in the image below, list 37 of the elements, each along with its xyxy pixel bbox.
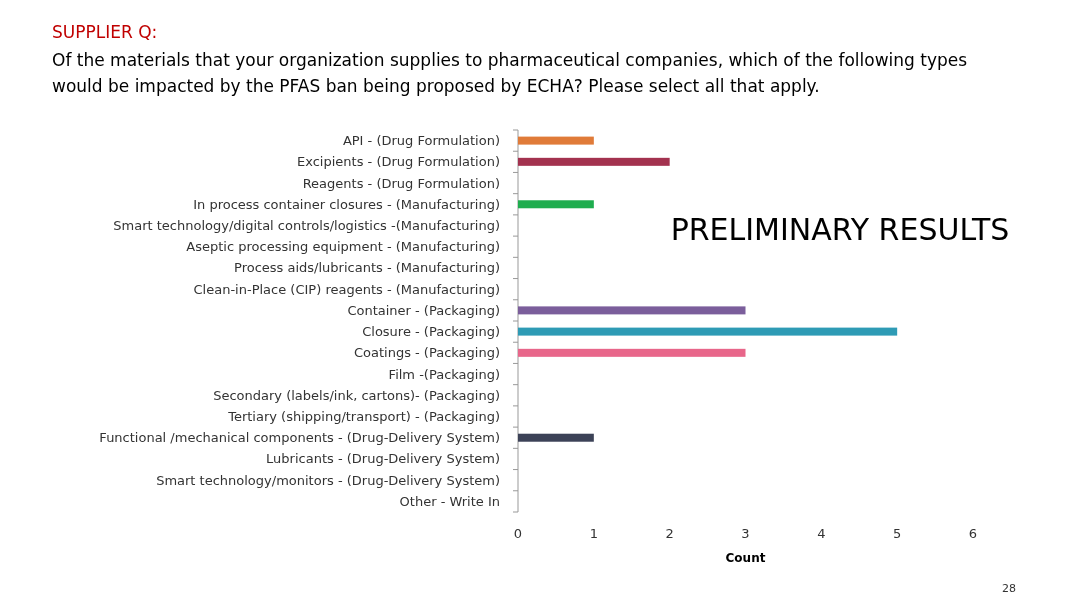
annotation: PRELIMINARY RESULTS: [670, 212, 1010, 247]
y-tick-label: Film -(Packaging): [388, 366, 500, 382]
y-tick-label: Secondary (labels/ink, cartons)- (Packaging): [213, 387, 500, 403]
text: SUPPLIER Q:: [52, 22, 158, 42]
y-tick-label: In process container closures - (Manufacturing): [193, 196, 500, 212]
y-tick-label: Lubricants - (Drug-Delivery System): [266, 451, 500, 467]
chart-subtitle: Of the materials that your organization supplies to pharmaceutical companies, which of the following types would be impacted by the PFAS ban being proposed by ECHA? Please select all that apply.: [52, 50, 968, 96]
x-axis-title: Count: [725, 551, 766, 565]
y-tick-label: Aseptic processing equipment - (Manufacturing): [186, 239, 500, 255]
y-tick-label: API - (Drug Formulation): [342, 133, 500, 149]
bar: [518, 433, 594, 442]
y-tick-label: Container - (Packaging): [347, 302, 500, 318]
x-tick-label: 4: [817, 526, 826, 541]
y-tick-label: Clean-in-Place (CIP) reagents - (Manufacturing): [193, 281, 500, 297]
y-tick-label: Smart technology/monitors - (Drug-Delivery System): [156, 472, 500, 488]
y-tick-label: Other - Write In: [399, 493, 500, 509]
y-tick-label: Closure - (Packaging): [362, 324, 500, 340]
y-tick-label: Process aids/lubricants - (Manufacturing): [234, 260, 500, 276]
x-tick-label: 6: [968, 526, 978, 541]
y-tick-label: Reagents - (Drug Formulation): [302, 175, 500, 191]
bar: [518, 200, 594, 209]
bar: [518, 327, 898, 336]
x-tick-label: 3: [741, 526, 750, 541]
bar: [518, 136, 594, 145]
x-tick-label: 0: [513, 526, 523, 541]
y-tick-label: Excipients - (Drug Formulation): [297, 154, 500, 170]
y-tick-label: Coatings - (Packaging): [353, 345, 500, 361]
y-tick-label: Functional /mechanical components - (Drug-Delivery System): [99, 430, 500, 446]
bar: [518, 348, 746, 357]
bar: [518, 157, 670, 166]
text: 28: [1002, 582, 1016, 595]
x-tick-label: 5: [893, 526, 902, 541]
x-tick-label: 1: [589, 526, 598, 541]
x-tick-label: 2: [665, 526, 674, 541]
y-tick-label: Tertiary (shipping/transport) - (Packaging): [227, 409, 500, 425]
bar: [518, 306, 746, 315]
y-tick-label: Smart technology/digital controls/logistics -(Manufacturing): [113, 218, 500, 234]
